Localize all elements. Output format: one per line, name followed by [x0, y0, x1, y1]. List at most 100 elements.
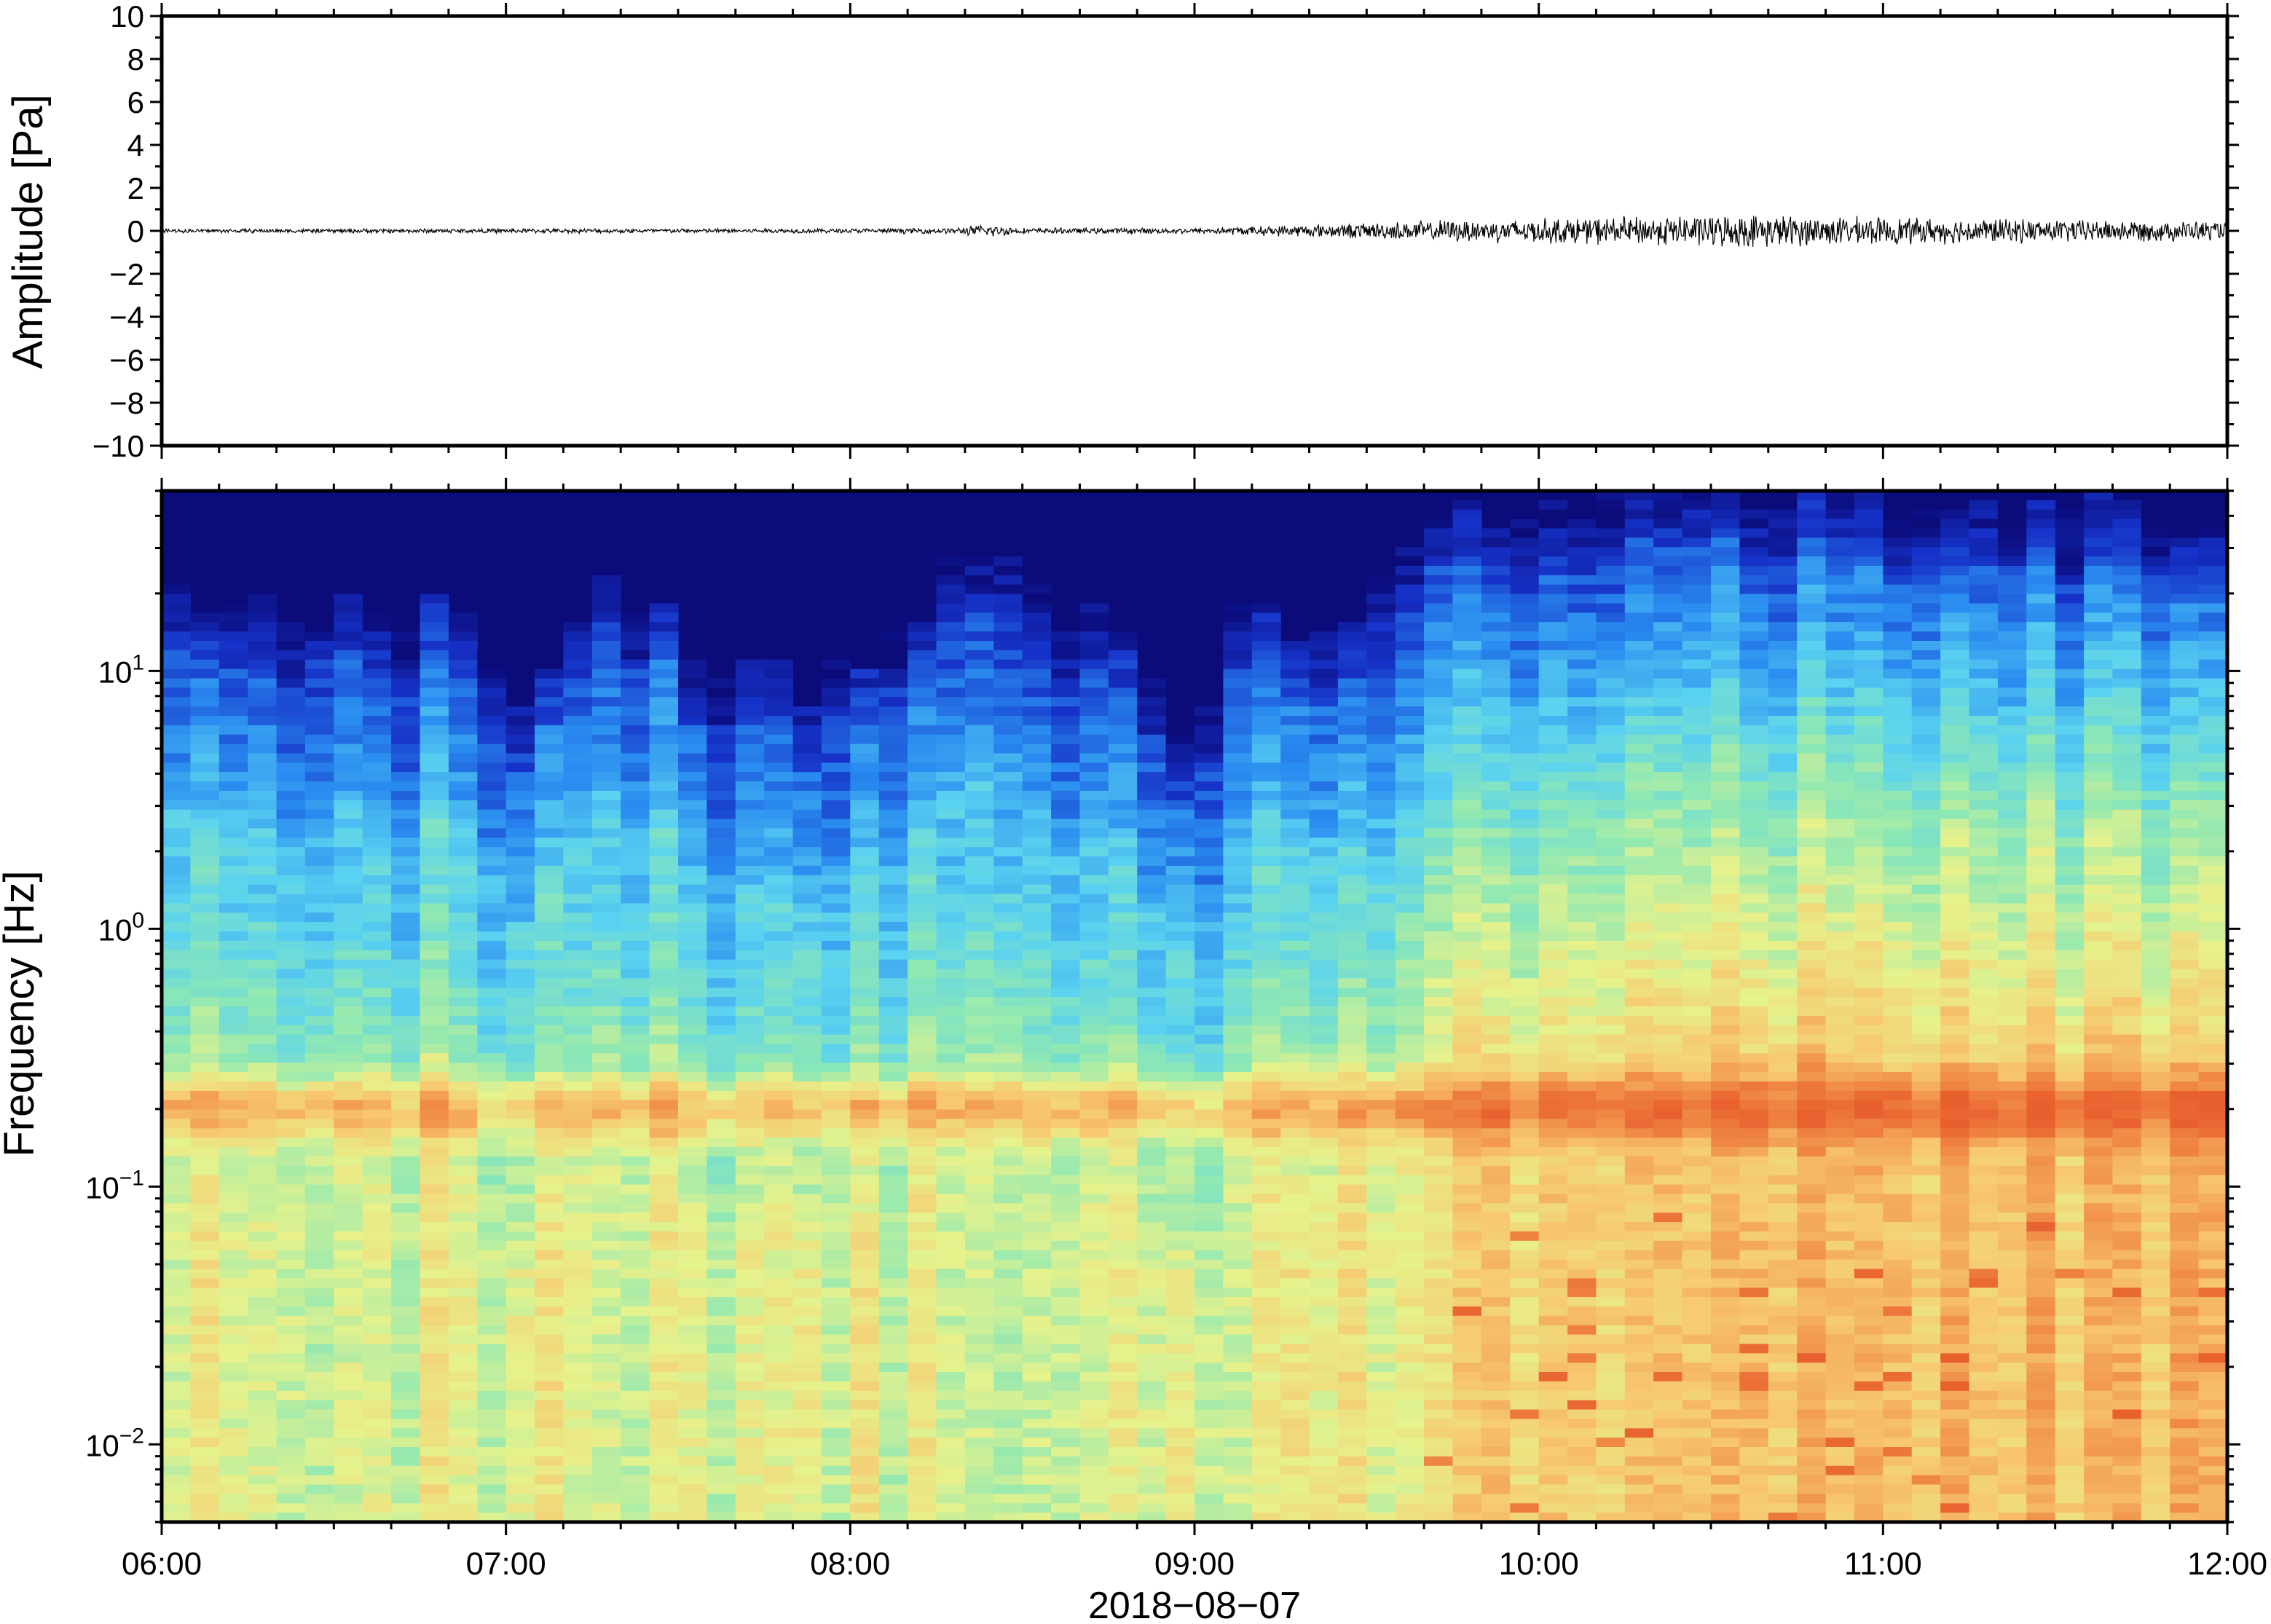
spectrogram-cell — [707, 809, 736, 820]
spectrogram-cell — [878, 1156, 908, 1167]
spectrogram-cell — [1452, 1419, 1482, 1429]
spectrogram-cell — [1366, 1259, 1396, 1270]
spectrogram-cell — [964, 1231, 994, 1242]
spectrogram-cell — [334, 1053, 363, 1063]
spectrogram-cell — [792, 1297, 822, 1307]
spectrogram-cell — [505, 1447, 535, 1457]
spectrogram-cell — [993, 697, 1023, 707]
spectrogram-cell — [821, 744, 851, 754]
spectrogram-cell — [1481, 1072, 1511, 1082]
spectrogram-cell — [304, 1334, 334, 1344]
spectrogram-cell — [707, 669, 736, 679]
spectrogram-cell — [649, 1081, 679, 1092]
spectrogram-cell — [621, 1222, 650, 1232]
spectrogram-cell — [477, 734, 507, 745]
spectrogram-cell — [448, 912, 478, 923]
spectrogram-cell — [1424, 809, 1454, 820]
spectrogram-cell — [1452, 828, 1482, 838]
spectrogram-cell — [1538, 903, 1568, 913]
spectrogram-cell — [678, 819, 707, 829]
spectrogram-cell — [1079, 1147, 1109, 1157]
spectrogram-cell — [1538, 706, 1568, 717]
spectrogram-cell — [591, 1006, 621, 1017]
spectrogram-cell — [850, 1006, 880, 1017]
spectrogram-cell — [334, 1063, 363, 1073]
spectrogram-cell — [1280, 1513, 1310, 1522]
spectrogram-cell — [1452, 594, 1482, 604]
spectrogram-cell — [936, 1250, 966, 1261]
spectrogram-cell — [821, 1315, 851, 1326]
spectrogram-cell — [248, 819, 278, 829]
spectrogram-cell — [162, 1213, 191, 1223]
spectrogram-cell — [821, 903, 851, 913]
spectrogram-cell — [707, 1006, 736, 1017]
spectrogram-cell — [1337, 1100, 1367, 1111]
spectrogram-cell — [190, 1475, 220, 1486]
spectrogram-cell — [1022, 1072, 1052, 1082]
spectrogram-cell — [190, 1034, 220, 1045]
spectrogram-cell — [993, 1259, 1023, 1270]
spectrogram-cell — [591, 1072, 621, 1082]
spectrogram-cell — [678, 781, 707, 792]
spectrogram-cell — [1337, 912, 1367, 923]
spectrogram-cell — [649, 1072, 679, 1082]
spectrogram-cell — [878, 1250, 908, 1261]
spectrogram-cell — [1452, 1353, 1482, 1363]
spectrogram-cell — [1137, 1034, 1167, 1045]
spectrogram-cell — [792, 1484, 822, 1494]
spectrogram-cell — [219, 1015, 248, 1026]
spectrogram-cell — [1251, 1240, 1281, 1251]
spectrogram-cell — [477, 922, 507, 932]
spectrogram-cell — [304, 1438, 334, 1448]
spectrogram-cell — [908, 856, 937, 867]
spectrogram-cell — [649, 978, 679, 988]
spectrogram-cell — [1280, 715, 1310, 726]
spectrogram-cell — [505, 772, 535, 782]
spectrogram-cell — [821, 1203, 851, 1213]
spectrogram-cell — [448, 1400, 478, 1411]
spectrogram-cell — [908, 1465, 937, 1476]
spectrogram-cell — [1251, 1269, 1281, 1279]
spectrogram-cell — [477, 1194, 507, 1204]
spectrogram-cell — [1366, 1250, 1396, 1261]
spectrogram-cell — [1051, 1044, 1081, 1054]
spectrogram-cell — [162, 1465, 191, 1476]
spectrogram-cell — [964, 1222, 994, 1232]
spectrogram-cell — [1395, 894, 1425, 904]
spectrogram-cell — [162, 1072, 191, 1082]
spectrogram-cell — [993, 865, 1023, 876]
spectrogram-cell — [649, 1390, 679, 1401]
spectrogram-cell — [505, 762, 535, 773]
spectrogram-cell — [563, 1475, 593, 1486]
spectrogram-cell — [1337, 1372, 1367, 1382]
spectrogram-cell — [821, 687, 851, 698]
spectrogram-cell — [505, 1053, 535, 1063]
spectrogram-cell — [1251, 1381, 1281, 1392]
spectrogram-cell — [821, 659, 851, 670]
spectrogram-cell — [1366, 641, 1396, 651]
spectrogram-cell — [678, 725, 707, 736]
spectrogram-cell — [993, 884, 1023, 895]
spectrogram-cell — [621, 931, 650, 942]
spectrogram-cell — [1309, 997, 1339, 1007]
spectrogram-cell — [1596, 837, 1626, 848]
spectrogram-cell — [649, 1278, 679, 1288]
spectrogram-cell — [1596, 809, 1626, 820]
spectrogram-cell — [391, 828, 421, 838]
spectrogram-cell — [1079, 875, 1109, 886]
spectrogram-cell — [1022, 1447, 1052, 1457]
spectrogram-cell — [964, 1156, 994, 1167]
spectrogram-cell — [1481, 1044, 1511, 1054]
spectrogram-cell — [621, 772, 650, 782]
spectrogram-cell — [621, 1063, 650, 1073]
spectrogram-cell — [1567, 1231, 1597, 1242]
spectrogram-cell — [1424, 865, 1454, 876]
spectrogram-cell — [707, 847, 736, 857]
spectrogram-cell — [362, 997, 392, 1007]
spectrogram-cell — [964, 1213, 994, 1223]
spectrogram-cell — [908, 725, 937, 736]
spectrogram-cell — [878, 1119, 908, 1129]
spectrogram-cell — [391, 1259, 421, 1270]
spectrogram-cell — [219, 940, 248, 951]
spectrogram-cell — [649, 678, 679, 688]
